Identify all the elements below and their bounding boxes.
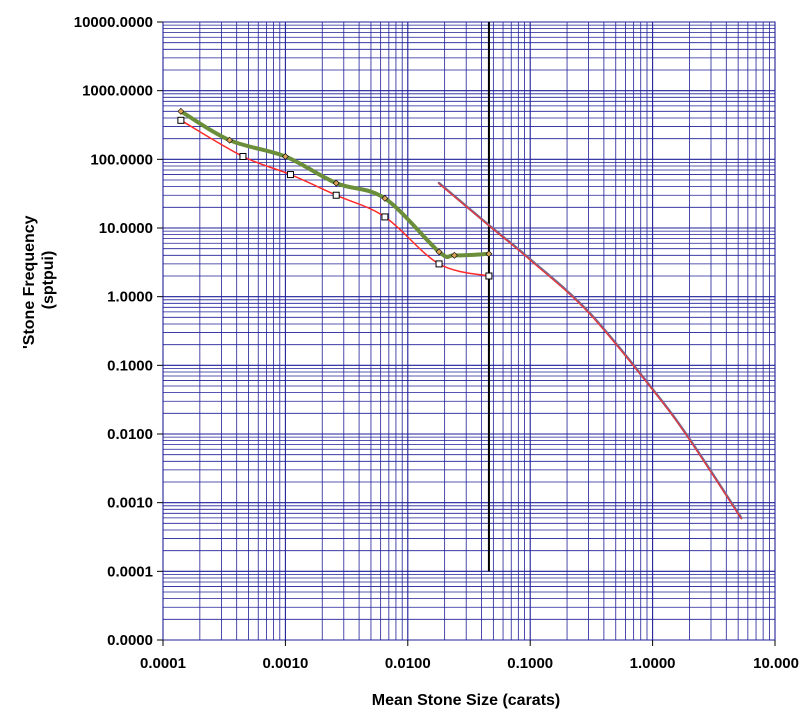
series-1-point	[332, 191, 340, 199]
x-axis-title: Mean Stone Size (carats)	[372, 692, 561, 709]
y-tick-label: 100.0000	[90, 151, 153, 168]
x-tick-label: 10.000	[753, 655, 799, 672]
x-tick-label: 0.0100	[385, 655, 431, 672]
series-1-point	[485, 272, 493, 280]
series-1-point	[177, 116, 185, 124]
series-2-point	[177, 107, 185, 115]
x-tick-label: 1.0000	[630, 655, 676, 672]
y-tick-label: 1000.0000	[82, 83, 153, 100]
y-tick-labels: 10000.0000 1000.0000 100.0000 10.0000 1.0000…	[74, 14, 153, 649]
y-tick-label: 0.0010	[107, 495, 153, 512]
series-1-point	[435, 260, 443, 268]
series-1-point	[239, 152, 247, 160]
plot-frame	[162, 21, 776, 641]
y-tick-label: 0.1000	[107, 357, 153, 374]
y-tick-label: 10.0000	[99, 220, 153, 237]
x-tick-label: 0.1000	[507, 655, 553, 672]
series-2-point	[226, 136, 234, 144]
series-1-point	[286, 171, 294, 179]
series-2-point	[281, 153, 289, 160]
y-tick-label: 0.0100	[107, 426, 153, 443]
x-tick-label: 0.0010	[262, 655, 308, 672]
x-tick-labels: 0.0001 0.0010 0.0100 0.1000 1.0000 10.000	[140, 655, 799, 672]
y-axis-title-line-2: (sptpui)	[40, 251, 57, 310]
series-2-point	[450, 251, 458, 259]
series-layer	[177, 107, 743, 520]
y-tick-label: 0.0000	[107, 632, 153, 649]
series-2-point	[435, 248, 443, 256]
series-2-point	[332, 179, 340, 187]
x-tick-label: 0.0001	[140, 655, 186, 672]
series-2-point	[485, 250, 493, 258]
series-2-point	[381, 194, 389, 202]
y-axis-title: 'Stone Frequency (sptpui)	[21, 211, 57, 349]
series-1-point	[381, 213, 389, 221]
y-tick-label: 10000.0000	[74, 14, 153, 31]
series-4-line	[438, 183, 742, 520]
y-axis-title-line-1: 'Stone Frequency	[21, 215, 38, 349]
gridlines	[157, 21, 776, 646]
plot-area	[162, 21, 776, 641]
y-tick-label: 0.0001	[107, 563, 153, 580]
y-tick-label: 1.0000	[107, 289, 153, 306]
